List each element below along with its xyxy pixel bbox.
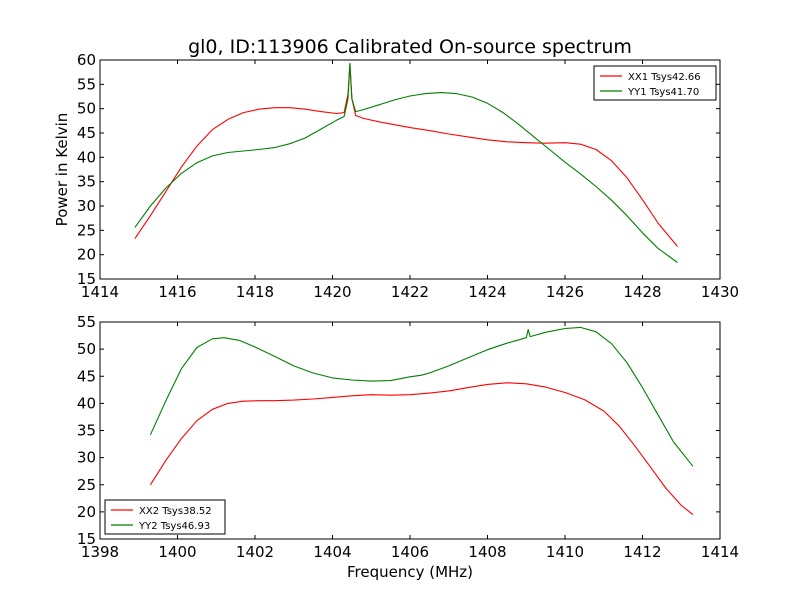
bottom-x-tick-label: 1412: [623, 543, 661, 561]
bottom-series-line-2: [149, 326, 694, 467]
bottom-x-tick-label: 1400: [158, 543, 196, 561]
bottom-series-line-1: [149, 382, 694, 516]
top-y-tick-label: 60: [77, 51, 96, 69]
bottom-y-tick-label: 55: [77, 313, 96, 331]
bottom-x-tick-label: 1398: [81, 543, 119, 561]
bottom-y-tick-label: 20: [77, 503, 96, 521]
top-x-tick-label: 1430: [701, 283, 739, 301]
top-y-tick-label: 25: [77, 221, 96, 239]
bottom-y-tick-label: 35: [77, 422, 96, 440]
top-x-tick-label: 1428: [623, 283, 661, 301]
top-y-tick-label: 15: [77, 270, 96, 288]
top-legend-box: [593, 65, 717, 101]
top-x-tick-label: 1422: [391, 283, 429, 301]
bottom-x-tick-label: 1408: [468, 543, 506, 561]
bottom-legend: XX2 Tsys38.52 YY2 Tsys46.93: [104, 499, 226, 535]
top-x-tick-label: 1414: [81, 283, 119, 301]
bottom-legend-box: [104, 499, 226, 535]
top-y-tick-label: 40: [77, 148, 96, 166]
top-x-tick-label: 1418: [236, 283, 274, 301]
top-plot: 1414 1416 1418 1420 1422 1424 1426 1428 1430 15 20…: [53, 51, 739, 301]
top-legend-label-1: XX1 Tsys42.66: [628, 72, 701, 83]
top-legend: XX1 Tsys42.66 YY1 Tsys41.70: [593, 65, 717, 101]
top-y-tick-label: 55: [77, 75, 96, 93]
top-x-tick-label: 1426: [546, 283, 584, 301]
bottom-x-tick-label: 1404: [313, 543, 351, 561]
bottom-y-tick-label: 40: [77, 394, 96, 412]
top-legend-label-2: YY1 Tsys41.70: [627, 87, 699, 98]
top-series-line-1: [134, 63, 678, 247]
bottom-legend-label-1: XX2 Tsys38.52: [139, 506, 212, 517]
top-y-tick-label: 50: [77, 100, 96, 118]
top-y-tick-label: 20: [77, 246, 96, 264]
top-x-tick-label: 1424: [468, 283, 506, 301]
bottom-x-tick-label: 1410: [546, 543, 584, 561]
top-y-tick-label: 45: [77, 124, 96, 142]
bottom-y-tick-label: 15: [77, 530, 96, 548]
bottom-x-tick-label: 1406: [391, 543, 429, 561]
bottom-y-tick-label: 25: [77, 476, 96, 494]
top-x-tick-label: 1416: [158, 283, 196, 301]
bottom-x-tick-label: 1414: [701, 543, 739, 561]
top-x-tick-label: 1420: [313, 283, 351, 301]
bottom-y-tick-label: 45: [77, 367, 96, 385]
bottom-y-tick-label: 30: [77, 449, 96, 467]
top-series-line-2: [134, 62, 678, 263]
bottom-x-tick-label: 1402: [236, 543, 274, 561]
bottom-x-axis-label: Frequency (MHz): [347, 563, 473, 581]
top-y-axis-label: Power in Kelvin: [53, 113, 71, 227]
top-y-tick-label: 30: [77, 197, 96, 215]
bottom-legend-label-2: YY2 Tsys46.93: [138, 521, 210, 532]
top-y-tick-label: 35: [77, 173, 96, 191]
chart-title: gl0, ID:113906 Calibrated On-source spec…: [188, 36, 632, 58]
bottom-y-tick-label: 50: [77, 340, 96, 358]
bottom-plot: 1398 1400 1402 1404 1406 1408 1410 1412 1414 15 20…: [77, 313, 739, 581]
